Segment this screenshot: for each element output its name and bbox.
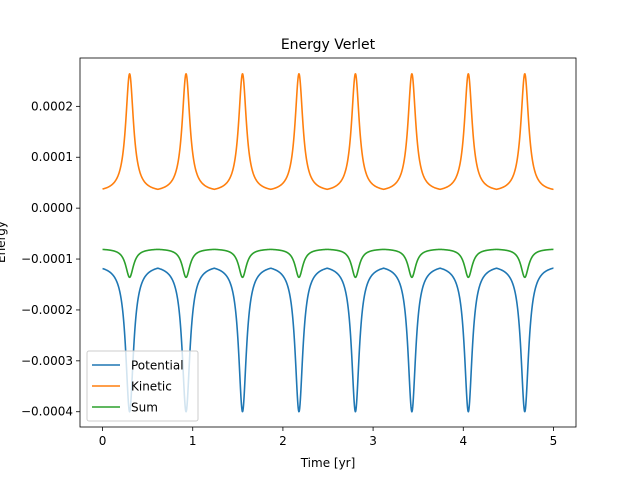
x-tick-label: 0 xyxy=(99,434,107,448)
x-tick-label: 5 xyxy=(550,434,558,448)
y-tick-label: 0.0001 xyxy=(31,150,73,164)
x-axis-label: Time [yr] xyxy=(300,456,356,470)
x-tick-label: 4 xyxy=(459,434,467,448)
legend: Potential Kinetic Sum xyxy=(86,350,199,422)
legend-label-sum: Sum xyxy=(131,401,158,415)
series-line-kinetic xyxy=(102,72,554,191)
legend-label-potential: Potential xyxy=(131,359,184,373)
series-layer xyxy=(102,72,554,413)
y-tick-label: −0.0004 xyxy=(21,405,73,419)
x-tick-label: 2 xyxy=(279,434,287,448)
y-tick-label: −0.0003 xyxy=(21,354,73,368)
series-line-sum xyxy=(102,248,554,279)
series-line-potential xyxy=(102,267,554,413)
legend-box xyxy=(86,350,199,422)
legend-label-kinetic: Kinetic xyxy=(131,380,172,394)
y-tick-label: −0.0001 xyxy=(21,252,73,266)
y-tick-label: −0.0002 xyxy=(21,303,73,317)
y-tick-label: 0.0002 xyxy=(31,99,73,113)
y-axis-ticks: −0.0004 −0.0003 −0.0002 −0.0001 0.0000 0.0001… xyxy=(21,99,80,419)
chart-title: Energy Verlet xyxy=(281,37,376,53)
plot-frame xyxy=(79,57,577,428)
x-tick-label: 3 xyxy=(369,434,377,448)
y-tick-label: 0.0000 xyxy=(31,201,73,215)
y-axis-label: Energy xyxy=(0,221,8,263)
x-axis-ticks: 0 1 2 3 4 5 xyxy=(99,427,558,448)
x-tick-label: 1 xyxy=(189,434,197,448)
